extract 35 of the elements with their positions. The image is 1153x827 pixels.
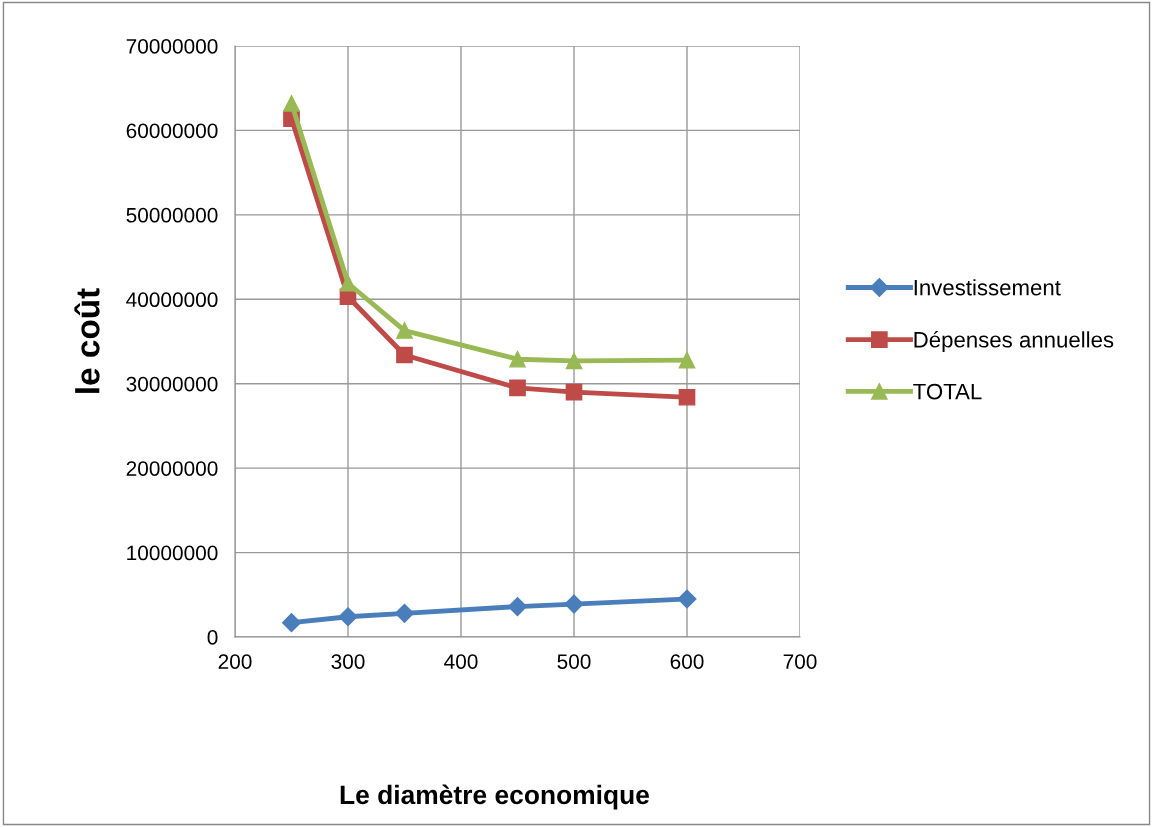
x-tick-label: 200 — [218, 654, 252, 669]
point — [339, 274, 357, 292]
y-tick-label: 20000000 — [126, 461, 218, 476]
point — [394, 603, 415, 623]
x-tick-label: 500 — [557, 654, 591, 669]
point — [509, 379, 526, 397]
point — [281, 613, 302, 633]
point — [509, 350, 526, 368]
point — [677, 589, 697, 609]
point — [507, 597, 528, 617]
point — [678, 351, 696, 369]
y-tick-label: 70000000 — [126, 39, 218, 54]
x-tick-label: 700 — [783, 654, 817, 669]
point — [283, 95, 300, 112]
x-tick-label: 400 — [444, 654, 478, 669]
y-tick-label: 50000000 — [126, 207, 218, 223]
y-tick-label: 60000000 — [126, 123, 218, 139]
y-tick-label: 0 — [207, 630, 218, 645]
point — [565, 352, 583, 370]
y-tick-label: 30000000 — [126, 376, 218, 392]
point — [396, 346, 413, 364]
x-tick-label: 300 — [331, 654, 365, 669]
legend-label: Investissement — [914, 279, 1061, 296]
y-axis-title: le coût — [74, 288, 100, 393]
x-tick-label: 600 — [670, 654, 704, 669]
y-tick-label: 40000000 — [126, 292, 218, 308]
point — [678, 388, 696, 406]
legend-label: TOTAL — [913, 383, 982, 400]
point — [338, 607, 358, 627]
x-axis-title: Le diamètre economique — [340, 784, 649, 810]
point — [564, 594, 584, 614]
legend-label: Dépenses annuelles — [914, 331, 1114, 352]
point — [565, 383, 583, 401]
point — [396, 322, 413, 339]
y-tick-label: 10000000 — [127, 545, 218, 561]
